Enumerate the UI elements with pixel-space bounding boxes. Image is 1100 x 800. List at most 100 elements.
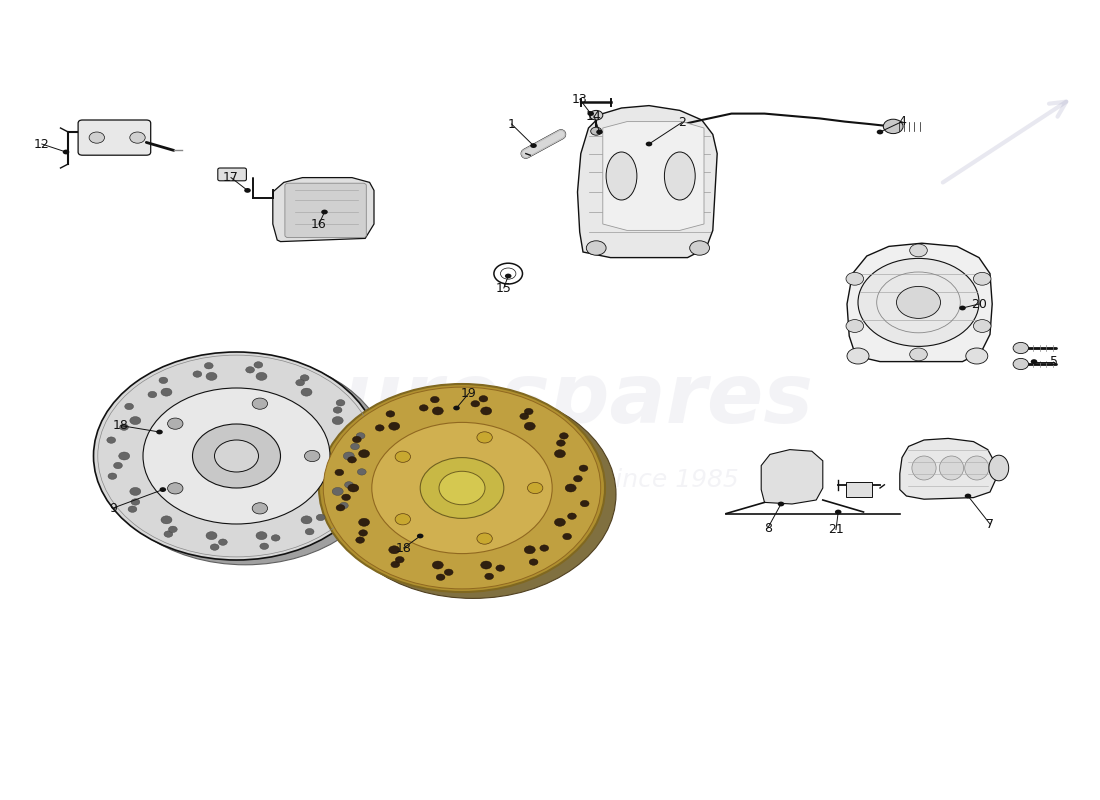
- Circle shape: [219, 539, 228, 546]
- Circle shape: [375, 425, 384, 431]
- Circle shape: [252, 398, 267, 410]
- Circle shape: [167, 482, 183, 494]
- Circle shape: [342, 494, 351, 501]
- Circle shape: [386, 410, 395, 417]
- Polygon shape: [900, 438, 996, 499]
- Text: a passion for parts since 1985: a passion for parts since 1985: [361, 468, 739, 492]
- Ellipse shape: [330, 390, 616, 598]
- Text: 5: 5: [1049, 355, 1058, 368]
- Circle shape: [206, 372, 217, 380]
- Circle shape: [300, 374, 309, 381]
- Circle shape: [272, 534, 280, 541]
- Circle shape: [352, 436, 361, 442]
- Circle shape: [63, 150, 69, 154]
- Ellipse shape: [939, 456, 964, 480]
- Circle shape: [119, 452, 130, 460]
- Circle shape: [587, 111, 594, 116]
- Circle shape: [778, 502, 784, 506]
- Circle shape: [305, 450, 320, 462]
- Text: 12: 12: [34, 138, 50, 150]
- Circle shape: [579, 465, 587, 471]
- Circle shape: [540, 545, 549, 551]
- Circle shape: [896, 286, 940, 318]
- Circle shape: [646, 142, 652, 146]
- Text: 2: 2: [678, 116, 686, 129]
- Circle shape: [107, 437, 116, 443]
- Circle shape: [245, 366, 254, 373]
- Circle shape: [481, 407, 492, 415]
- Ellipse shape: [102, 357, 388, 565]
- Text: 7: 7: [986, 518, 994, 530]
- Text: 8: 8: [763, 522, 772, 534]
- Circle shape: [560, 433, 569, 439]
- Circle shape: [910, 244, 927, 257]
- Circle shape: [573, 475, 582, 482]
- Circle shape: [1031, 359, 1037, 364]
- Circle shape: [128, 506, 136, 512]
- Circle shape: [348, 457, 356, 463]
- Circle shape: [525, 408, 533, 414]
- Circle shape: [877, 130, 883, 134]
- Circle shape: [690, 241, 710, 255]
- Circle shape: [316, 514, 324, 521]
- Circle shape: [847, 348, 869, 364]
- Text: 14: 14: [586, 110, 602, 122]
- Circle shape: [883, 119, 903, 134]
- Circle shape: [334, 470, 343, 476]
- Circle shape: [319, 384, 605, 592]
- Text: 21: 21: [828, 523, 844, 536]
- Circle shape: [590, 110, 603, 120]
- Circle shape: [481, 561, 492, 569]
- Circle shape: [527, 482, 543, 494]
- Ellipse shape: [965, 456, 989, 480]
- Circle shape: [161, 388, 172, 396]
- Circle shape: [525, 546, 536, 554]
- Circle shape: [505, 274, 512, 278]
- Circle shape: [256, 372, 267, 380]
- Circle shape: [143, 388, 330, 524]
- Circle shape: [130, 487, 141, 495]
- FancyArrowPatch shape: [943, 102, 1066, 182]
- Circle shape: [130, 132, 145, 143]
- Circle shape: [130, 417, 141, 425]
- Circle shape: [301, 516, 312, 524]
- Circle shape: [351, 443, 360, 450]
- Circle shape: [1013, 358, 1028, 370]
- Ellipse shape: [989, 455, 1009, 481]
- Circle shape: [359, 530, 367, 536]
- Text: 17: 17: [223, 171, 239, 184]
- Circle shape: [113, 462, 122, 469]
- Circle shape: [148, 391, 157, 398]
- Circle shape: [168, 526, 177, 533]
- Circle shape: [420, 458, 504, 518]
- Circle shape: [131, 498, 140, 505]
- Circle shape: [554, 450, 565, 458]
- Circle shape: [192, 424, 280, 488]
- FancyBboxPatch shape: [846, 482, 872, 497]
- Circle shape: [321, 210, 328, 214]
- Circle shape: [974, 320, 991, 333]
- Circle shape: [337, 400, 345, 406]
- Circle shape: [496, 565, 505, 571]
- Circle shape: [910, 348, 927, 361]
- Circle shape: [966, 348, 988, 364]
- Polygon shape: [273, 178, 374, 242]
- Ellipse shape: [912, 456, 936, 480]
- Circle shape: [254, 362, 263, 368]
- Polygon shape: [578, 106, 717, 258]
- Circle shape: [835, 510, 842, 514]
- Circle shape: [437, 574, 446, 581]
- Polygon shape: [761, 450, 823, 504]
- Circle shape: [974, 272, 991, 285]
- Text: 1: 1: [507, 118, 516, 130]
- Circle shape: [333, 407, 342, 414]
- Circle shape: [388, 422, 399, 430]
- Circle shape: [395, 514, 410, 525]
- Circle shape: [485, 573, 494, 579]
- Circle shape: [430, 397, 439, 403]
- Circle shape: [359, 518, 370, 526]
- Circle shape: [846, 320, 864, 333]
- Circle shape: [156, 430, 163, 434]
- FancyBboxPatch shape: [78, 120, 151, 155]
- Circle shape: [444, 569, 453, 575]
